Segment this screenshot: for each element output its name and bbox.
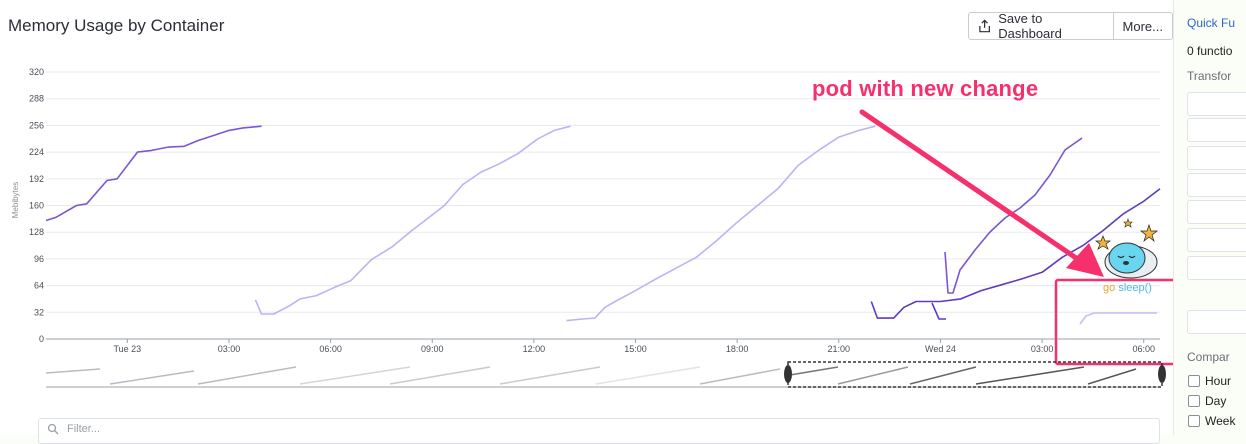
filter-input[interactable]: Filter...: [38, 418, 1160, 444]
navigator-sparkline: [909, 366, 977, 385]
sticker-go-text: go: [1103, 282, 1116, 294]
share-icon: [979, 19, 990, 33]
series-line-new-pod: [1079, 312, 1157, 325]
y-tick-label: 224: [29, 147, 44, 157]
checkbox-label: Hour: [1205, 374, 1232, 388]
navigator-sparkline: [595, 366, 701, 385]
navigator-sparkline: [789, 366, 839, 376]
transform-field[interactable]: [1187, 173, 1246, 197]
x-tick-label: 06:00: [1132, 344, 1155, 354]
save-label: Save to Dashboard: [998, 11, 1062, 41]
y-axis-label: Mebibytes: [11, 182, 20, 218]
transform-field[interactable]: [1187, 118, 1246, 142]
checkbox-icon: [1188, 415, 1200, 427]
transform-field[interactable]: [1187, 228, 1246, 252]
transform-field[interactable]: [1187, 146, 1246, 170]
navigator-sparkline: [389, 366, 491, 385]
y-tick-label: 128: [29, 227, 44, 237]
x-tick-label: 18:00: [726, 344, 749, 354]
navigator-right-handle[interactable]: [1158, 365, 1166, 383]
quick-functions-link[interactable]: Quick Fu: [1187, 16, 1236, 30]
more-label: More...: [1122, 18, 1163, 34]
x-axis: Tue 23 03:00 06:00 09:00 12:00 15:00 18:00 21:0…: [113, 339, 1155, 354]
navigator-sparkline: [699, 368, 781, 385]
functions-count: 0 functio: [1187, 44, 1233, 58]
y-tick-label: 0: [39, 334, 44, 344]
sleep-sticker-label: go sleep(): [1103, 282, 1152, 294]
x-tick-label: 15:00: [624, 344, 647, 354]
y-axis: 0 32 64 96 128 160 192 224 256 288 320: [29, 67, 44, 344]
x-tick-label: 12:00: [523, 344, 546, 354]
x-tick-label: 03:00: [1031, 344, 1054, 354]
x-tick-label: Wed 24: [925, 344, 956, 354]
x-tick-label: 21:00: [828, 344, 851, 354]
x-tick-label: 03:00: [218, 344, 241, 354]
navigator-sparkline: [109, 370, 195, 385]
page-title: Memory Usage by Container: [8, 16, 225, 35]
x-tick-label: 09:00: [421, 344, 444, 354]
transform-field[interactable]: [1187, 92, 1246, 116]
series-fragment-line: [931, 302, 946, 320]
navigator-sparkline: [45, 368, 101, 374]
compare-week-checkbox[interactable]: Week: [1188, 414, 1235, 428]
compare-hour-checkbox[interactable]: Hour: [1188, 374, 1231, 388]
y-tick-label: 160: [29, 201, 44, 211]
navigator-sparkline: [197, 366, 297, 385]
series-line-recent: [944, 137, 1083, 294]
checkbox-icon: [1188, 375, 1200, 387]
series-line-2: [254, 125, 571, 315]
chart-series: [45, 125, 1161, 322]
x-tick-label: 06:00: [319, 344, 342, 354]
filter-placeholder: Filter...: [67, 423, 101, 435]
time-navigator[interactable]: [0, 355, 1173, 395]
series-line-1: [45, 125, 262, 222]
more-button[interactable]: More...: [1112, 13, 1172, 39]
memory-chart: 0 32 64 96 128 160 192 224 256 288 320 Mebibytes T…: [11, 67, 1161, 354]
compare-day-checkbox[interactable]: Day: [1188, 394, 1226, 408]
navigator-sparkline: [499, 366, 601, 385]
sticker-fn-text: sleep(): [1118, 282, 1152, 294]
checkbox-label: Week: [1205, 414, 1236, 428]
save-to-dashboard-button[interactable]: Save to Dashboard: [969, 11, 1113, 41]
y-tick-label: 32: [34, 307, 44, 317]
x-tick-label: Tue 23: [113, 344, 141, 354]
transform-field[interactable]: [1187, 256, 1246, 280]
navigator-left-handle[interactable]: [784, 365, 792, 383]
checkbox-label: Day: [1205, 394, 1227, 408]
transform-label: Transfor: [1187, 69, 1232, 83]
chart-grid: [46, 71, 1160, 340]
navigator-sparkline: [837, 366, 909, 385]
navigator-sparkline: [975, 366, 1085, 385]
navigator-sparkline: [1087, 368, 1137, 385]
y-tick-label: 256: [29, 120, 44, 130]
y-tick-label: 64: [34, 281, 44, 291]
y-tick-label: 320: [29, 67, 44, 77]
chart-panel: Memory Usage by Container Save to Dashbo…: [0, 11, 1173, 444]
series-line-4: [870, 188, 1161, 319]
transform-field[interactable]: [1187, 310, 1246, 334]
sidebar: Quick Fu 0 functio Transfor Compar Hour …: [1173, 0, 1246, 435]
y-tick-label: 192: [29, 174, 44, 184]
toolbar: Save to Dashboard More...: [968, 11, 1173, 41]
compare-label: Compar: [1187, 350, 1230, 364]
y-tick-label: 96: [34, 254, 44, 264]
series-line-3: [566, 125, 876, 322]
checkbox-icon: [1188, 395, 1200, 407]
transform-field[interactable]: [1187, 200, 1246, 224]
navigator-sparkline: [299, 366, 411, 385]
search-icon: [47, 423, 59, 435]
annotation-text: pod with new change: [812, 76, 1039, 101]
y-tick-label: 288: [29, 94, 44, 104]
